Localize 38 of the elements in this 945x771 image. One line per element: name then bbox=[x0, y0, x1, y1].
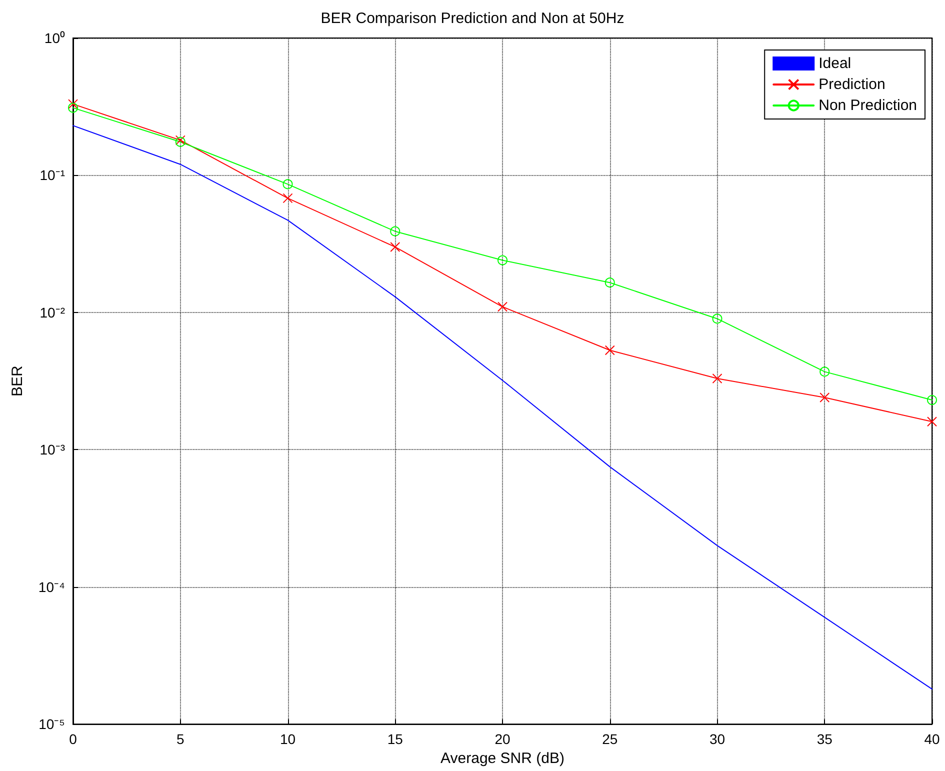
point bbox=[604, 345, 615, 356]
point bbox=[820, 392, 830, 402]
x-tick-label: 5 bbox=[176, 731, 184, 748]
point bbox=[68, 99, 78, 110]
y-axis-title: BER bbox=[9, 365, 26, 396]
chart-title: BER Comparison Prediction and Non at 50Hz bbox=[320, 10, 624, 27]
point bbox=[282, 193, 293, 204]
x-tick-label: 40 bbox=[924, 731, 940, 748]
point bbox=[820, 366, 830, 377]
point bbox=[498, 302, 508, 312]
y-tick-label: 10⁻¹ bbox=[40, 167, 66, 184]
y-tick-label: 10⁻⁴ bbox=[38, 578, 65, 595]
y-tick-label: 10⁻² bbox=[40, 304, 66, 320]
y-tick-label: 10⁰ bbox=[44, 30, 65, 46]
point bbox=[68, 102, 78, 113]
x-tick-label: 25 bbox=[602, 731, 618, 748]
point bbox=[927, 395, 937, 406]
point bbox=[390, 226, 400, 236]
x-tick-label: 10 bbox=[280, 731, 296, 748]
y-tick-label: 10⁻⁵ bbox=[38, 716, 65, 732]
point bbox=[712, 374, 722, 384]
x-axis-title: Average SNR (dB) bbox=[440, 750, 564, 767]
legend-label: Prediction bbox=[818, 76, 886, 93]
x-tick-label: 15 bbox=[387, 731, 404, 748]
x-tick-label: 20 bbox=[494, 731, 510, 748]
y-tick-label: 10⁻³ bbox=[40, 442, 66, 458]
point bbox=[604, 278, 615, 288]
x-tick-label: 30 bbox=[709, 731, 726, 748]
legend-label: Non Prediction bbox=[818, 97, 918, 114]
point bbox=[712, 314, 722, 324]
point bbox=[282, 179, 293, 190]
x-tick-label: 0 bbox=[69, 731, 78, 748]
point bbox=[498, 255, 508, 266]
line-series bbox=[72, 125, 932, 690]
point bbox=[927, 416, 937, 427]
x-tick-label: 35 bbox=[816, 731, 833, 748]
point bbox=[390, 242, 400, 252]
legend-label: Ideal bbox=[818, 55, 852, 72]
